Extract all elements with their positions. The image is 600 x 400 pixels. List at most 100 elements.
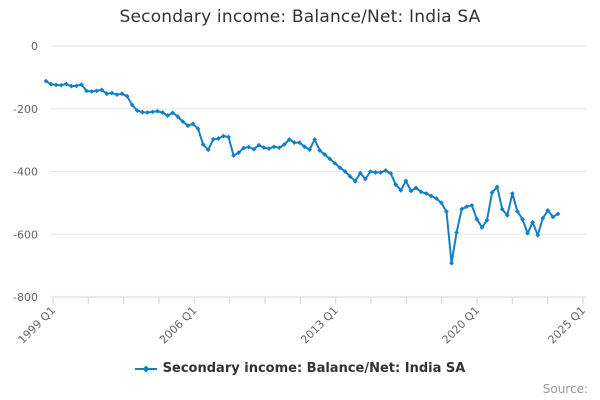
data-point[interactable] xyxy=(352,178,358,184)
data-point[interactable] xyxy=(398,187,404,193)
data-point[interactable] xyxy=(236,150,242,156)
data-point[interactable] xyxy=(312,137,318,142)
data-point[interactable] xyxy=(368,169,373,174)
data-point[interactable] xyxy=(226,134,231,140)
data-point[interactable] xyxy=(439,200,444,206)
data-point[interactable] xyxy=(383,168,389,173)
data-point[interactable] xyxy=(378,170,383,175)
data-point[interactable] xyxy=(408,188,414,194)
data-point[interactable] xyxy=(74,83,79,89)
data-point[interactable] xyxy=(129,102,135,108)
data-point[interactable] xyxy=(68,83,74,89)
data-point[interactable] xyxy=(241,145,247,151)
data-point[interactable] xyxy=(256,142,262,148)
data-point[interactable] xyxy=(180,119,186,125)
data-point[interactable] xyxy=(327,156,333,162)
data-point[interactable] xyxy=(428,193,434,199)
data-point[interactable] xyxy=(276,145,282,151)
data-point[interactable] xyxy=(484,217,490,223)
data-point[interactable] xyxy=(261,145,267,151)
data-point[interactable] xyxy=(307,147,313,152)
data-point[interactable] xyxy=(540,215,546,221)
data-point[interactable] xyxy=(99,87,105,93)
data-point[interactable] xyxy=(403,178,409,184)
data-point[interactable] xyxy=(266,146,272,151)
data-point[interactable] xyxy=(418,189,424,195)
data-point[interactable] xyxy=(332,160,338,166)
data-point[interactable] xyxy=(337,165,343,171)
data-point[interactable] xyxy=(251,146,257,152)
data-point[interactable] xyxy=(433,196,439,201)
data-point[interactable] xyxy=(175,114,181,119)
data-point[interactable] xyxy=(469,202,475,208)
data-point[interactable] xyxy=(124,93,130,99)
data-point[interactable] xyxy=(515,208,520,214)
data-point[interactable] xyxy=(297,140,302,146)
data-point[interactable] xyxy=(509,191,515,196)
data-point[interactable] xyxy=(479,224,485,230)
data-point[interactable] xyxy=(489,190,495,195)
data-point[interactable] xyxy=(357,170,363,176)
data-point[interactable] xyxy=(160,110,165,115)
data-point[interactable] xyxy=(89,89,95,94)
data-point[interactable] xyxy=(155,108,160,114)
data-point[interactable] xyxy=(317,148,323,153)
data-point[interactable] xyxy=(322,152,328,157)
data-point[interactable] xyxy=(423,191,429,196)
data-point[interactable] xyxy=(459,206,465,212)
data-point[interactable] xyxy=(139,109,145,115)
data-point[interactable] xyxy=(504,213,510,218)
data-point[interactable] xyxy=(555,211,561,217)
data-point[interactable] xyxy=(215,136,221,141)
legend[interactable]: Secondary income: Balance/Net: India SA xyxy=(0,361,600,376)
data-point[interactable] xyxy=(347,174,353,179)
data-point[interactable] xyxy=(373,170,378,175)
data-point[interactable] xyxy=(449,260,454,266)
data-point[interactable] xyxy=(231,153,236,158)
data-point[interactable] xyxy=(545,208,551,213)
data-point[interactable] xyxy=(190,121,196,127)
data-point[interactable] xyxy=(342,169,348,174)
data-point[interactable] xyxy=(150,109,155,115)
data-point[interactable] xyxy=(79,82,84,87)
data-point[interactable] xyxy=(205,147,211,153)
data-point[interactable] xyxy=(58,82,64,88)
data-point[interactable] xyxy=(84,88,89,94)
data-point[interactable] xyxy=(520,216,525,222)
data-point[interactable] xyxy=(165,113,171,119)
data-point[interactable] xyxy=(119,91,125,97)
data-point[interactable] xyxy=(464,204,470,210)
data-point[interactable] xyxy=(454,229,460,235)
data-point[interactable] xyxy=(43,78,49,84)
data-point[interactable] xyxy=(210,136,216,142)
data-point[interactable] xyxy=(302,144,307,150)
data-point[interactable] xyxy=(63,81,69,87)
data-point[interactable] xyxy=(499,206,505,212)
data-point[interactable] xyxy=(535,232,541,238)
data-point[interactable] xyxy=(413,185,419,191)
data-point[interactable] xyxy=(271,144,277,150)
data-point[interactable] xyxy=(246,144,252,150)
data-point[interactable] xyxy=(393,182,399,188)
data-point[interactable] xyxy=(53,82,59,88)
data-point[interactable] xyxy=(48,81,54,87)
data-point[interactable] xyxy=(550,214,556,220)
data-point[interactable] xyxy=(134,108,140,114)
data-point[interactable] xyxy=(362,176,368,182)
data-point[interactable] xyxy=(114,92,120,98)
data-point[interactable] xyxy=(200,142,206,147)
data-point[interactable] xyxy=(170,110,176,116)
data-point[interactable] xyxy=(291,140,297,146)
data-point[interactable] xyxy=(185,123,191,129)
data-point[interactable] xyxy=(525,230,530,236)
data-point[interactable] xyxy=(104,91,110,97)
data-point[interactable] xyxy=(444,209,449,215)
data-point[interactable] xyxy=(281,142,287,147)
data-point[interactable] xyxy=(109,90,115,96)
data-point[interactable] xyxy=(286,137,292,142)
data-point[interactable] xyxy=(530,219,536,225)
data-point[interactable] xyxy=(221,133,226,139)
data-point[interactable] xyxy=(195,126,201,132)
data-point[interactable] xyxy=(144,110,150,115)
data-point[interactable] xyxy=(494,184,500,190)
